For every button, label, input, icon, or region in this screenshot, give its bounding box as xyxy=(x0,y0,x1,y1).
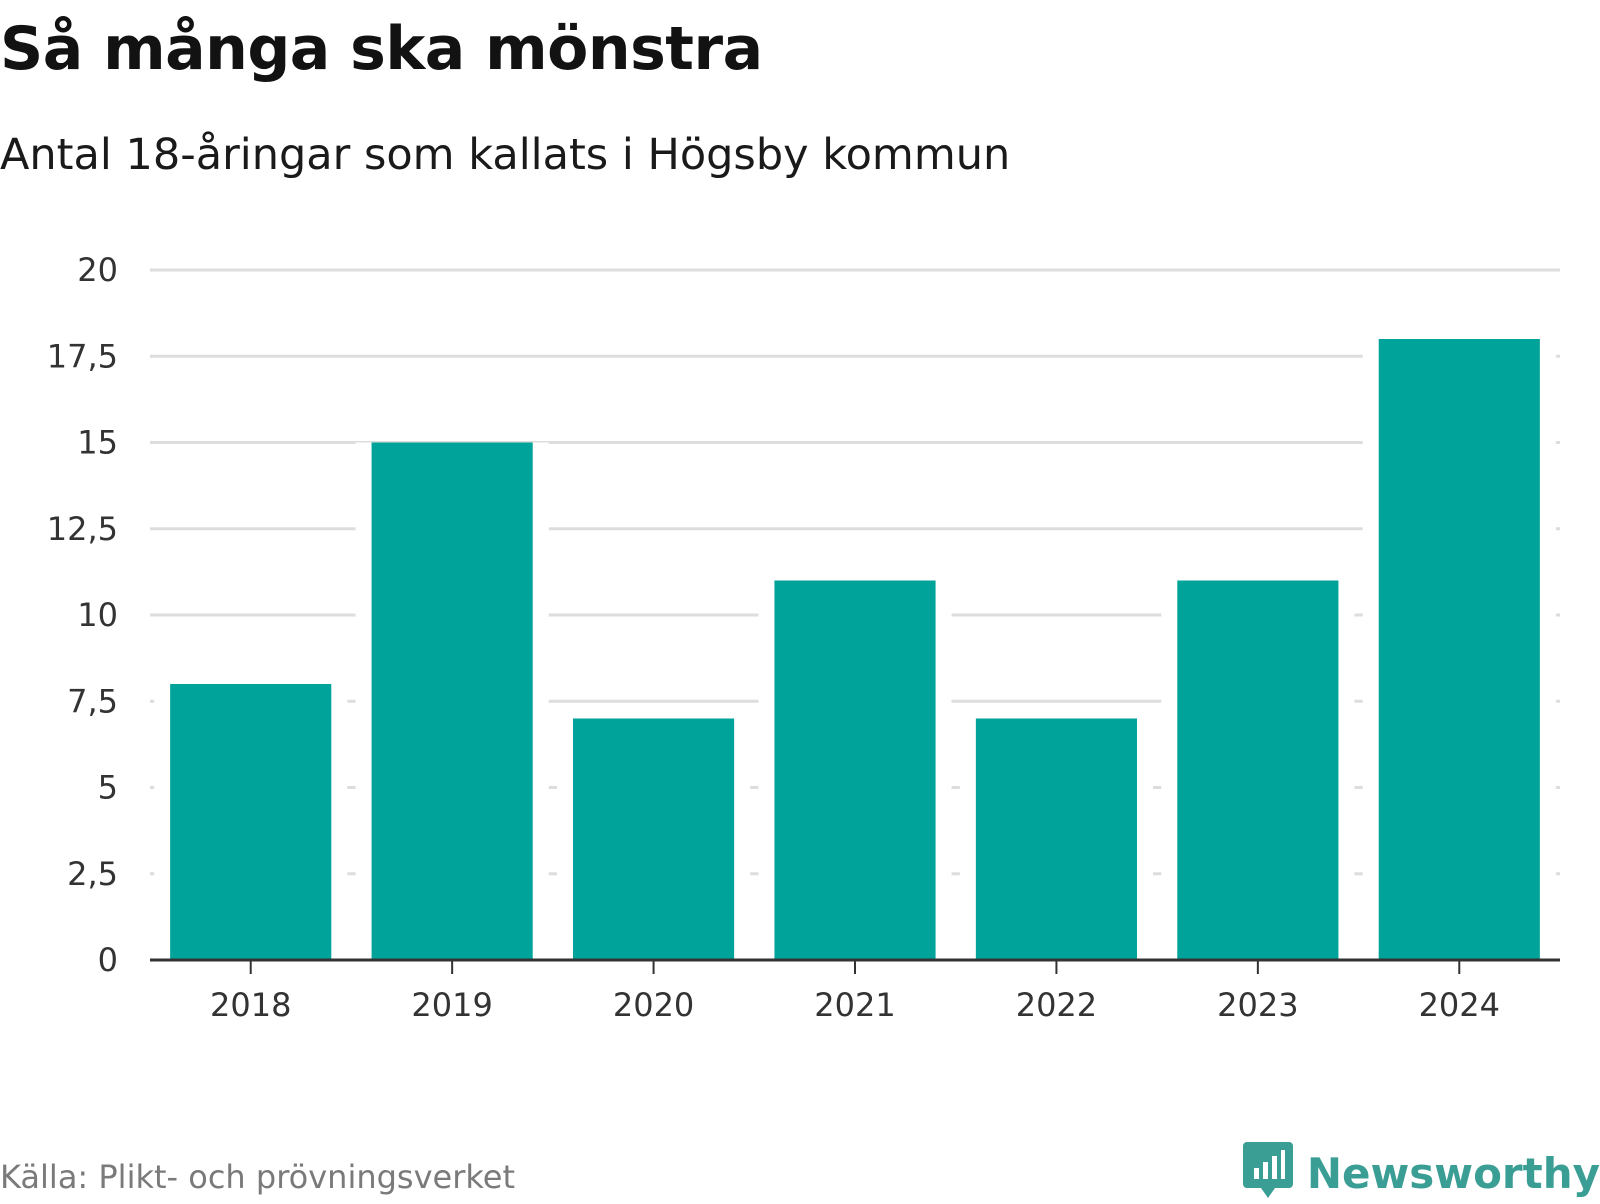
y-tick-label: 5 xyxy=(98,769,118,807)
y-tick-label: 0 xyxy=(98,941,118,979)
y-tick-label: 20 xyxy=(77,251,118,289)
x-tick-label: 2023 xyxy=(1217,986,1298,1024)
y-tick-label: 7,5 xyxy=(67,682,118,720)
y-tick-label: 17,5 xyxy=(47,337,118,375)
bar xyxy=(975,718,1137,960)
brand-logo[interactable]: Newsworthy xyxy=(1242,1142,1600,1204)
bars xyxy=(154,339,1556,960)
x-tick-label: 2024 xyxy=(1419,986,1500,1024)
y-tick-label: 15 xyxy=(77,424,118,462)
y-tick-label: 12,5 xyxy=(47,510,118,548)
x-tick-label: 2020 xyxy=(613,986,694,1024)
bar xyxy=(371,442,533,960)
bar xyxy=(573,718,735,960)
newsworthy-chart-bubble-icon xyxy=(1242,1142,1293,1204)
bar xyxy=(1177,580,1339,960)
y-tick-label: 10 xyxy=(77,596,118,634)
x-tick-label: 2019 xyxy=(411,986,492,1024)
bar xyxy=(170,684,332,960)
source-note: Källa: Plikt- och prövningsverket xyxy=(0,1158,515,1196)
y-axis-ticks: 0 2,5 5 7,5 10 12,5 15 17,5 20 xyxy=(47,251,118,979)
x-tick-label: 2018 xyxy=(210,986,291,1024)
brand-name: Newsworthy xyxy=(1306,1148,1600,1198)
x-tick-label: 2022 xyxy=(1016,986,1097,1024)
chart-title: Så många ska mönstra xyxy=(0,14,763,84)
x-axis: 2018 2019 2020 2021 2022 2023 2024 xyxy=(150,958,1560,1024)
x-tick-label: 2021 xyxy=(814,986,895,1024)
y-tick-label: 2,5 xyxy=(67,855,118,893)
bar xyxy=(1378,339,1540,960)
bar xyxy=(774,580,936,960)
chart-subtitle: Antal 18-åringar som kallats i Högsby ko… xyxy=(0,130,1011,180)
